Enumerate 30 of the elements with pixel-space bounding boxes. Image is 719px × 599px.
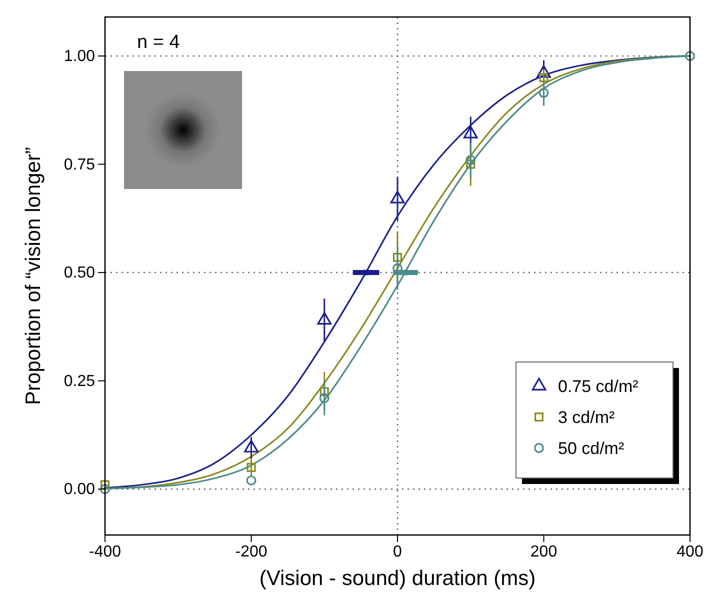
y-tick-label: 0.75 [64, 156, 96, 174]
point [100, 484, 110, 494]
point [320, 387, 329, 396]
x-tick-label: -200 [235, 543, 268, 560]
legend-label: 50 cd/m² [558, 439, 624, 458]
point [246, 462, 256, 472]
x-tick-label: 0 [393, 543, 402, 560]
x-axis-title: (Vision - sound) duration (ms) [259, 567, 536, 590]
y-tick-label: 0.50 [64, 264, 96, 282]
x-tick-label: 200 [530, 543, 558, 560]
point [392, 252, 402, 262]
point [319, 393, 330, 404]
point [685, 51, 695, 61]
y-tick-label: 1.00 [64, 48, 96, 66]
y-tick-label: 0.25 [64, 372, 96, 390]
x-tick-label: 400 [676, 543, 704, 560]
x-tick-label: -400 [88, 543, 122, 560]
y-axis-title: Proportion of “vision longer” [22, 147, 45, 405]
legend-label: 3 cd/m² [558, 408, 616, 427]
point [363, 270, 369, 276]
legend-label: 0.75 cd/m² [558, 377, 639, 396]
y-tick-label: 0.00 [64, 481, 96, 498]
point [539, 73, 548, 82]
point [100, 480, 110, 490]
point [466, 154, 476, 165]
point [246, 475, 256, 486]
point [466, 160, 476, 169]
point [538, 88, 549, 98]
point [402, 270, 408, 276]
annotation: n = 4 [137, 32, 180, 53]
